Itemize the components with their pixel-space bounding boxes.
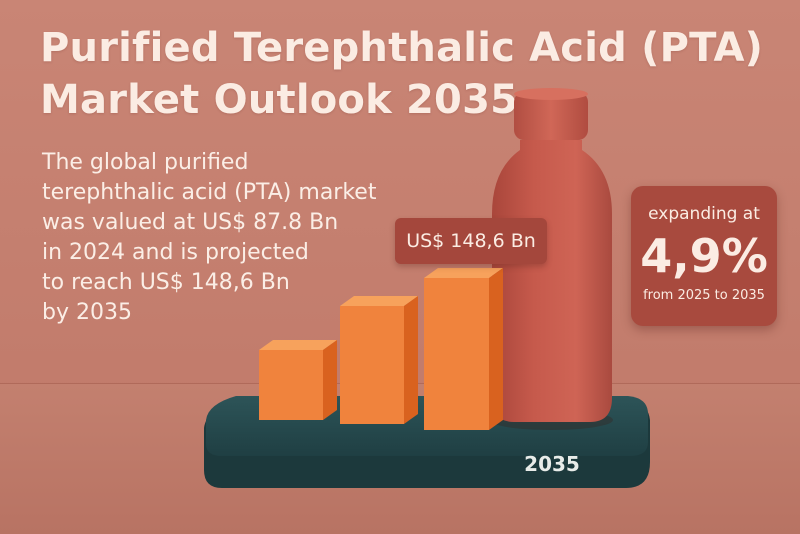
title-line-1: Purified Terephthalic Acid (PTA)	[40, 25, 764, 71]
description-line: to reach US$ 148,6 Bn	[42, 270, 290, 295]
cagr-period: from 2025 to 2035	[643, 288, 765, 303]
year-label: 2035	[524, 452, 580, 476]
market-value-badge: US$ 148,6 Bn	[395, 218, 547, 264]
bar-1	[259, 340, 337, 420]
page-title: Purified Terephthalic Acid (PTA) Market …	[40, 22, 763, 126]
title-line-2: Market Outlook 2035	[40, 77, 519, 123]
description-line: The global purified	[42, 150, 249, 175]
market-description: The global purified terephthalic acid (P…	[42, 148, 382, 328]
cagr-badge: expanding at 4,9% from 2025 to 2035	[631, 186, 777, 326]
bar-3	[424, 268, 503, 430]
description-line: was valued at US$ 87.8 Bn	[42, 210, 339, 235]
cagr-value: 4,9%	[640, 229, 768, 283]
bar-2	[340, 296, 418, 424]
description-line: in 2024 and is projected	[42, 240, 309, 265]
description-line: terephthalic acid (PTA) market	[42, 180, 377, 205]
bottle-icon	[489, 88, 613, 430]
cagr-top-text: expanding at	[648, 204, 760, 224]
description-line: by 2035	[42, 300, 132, 325]
